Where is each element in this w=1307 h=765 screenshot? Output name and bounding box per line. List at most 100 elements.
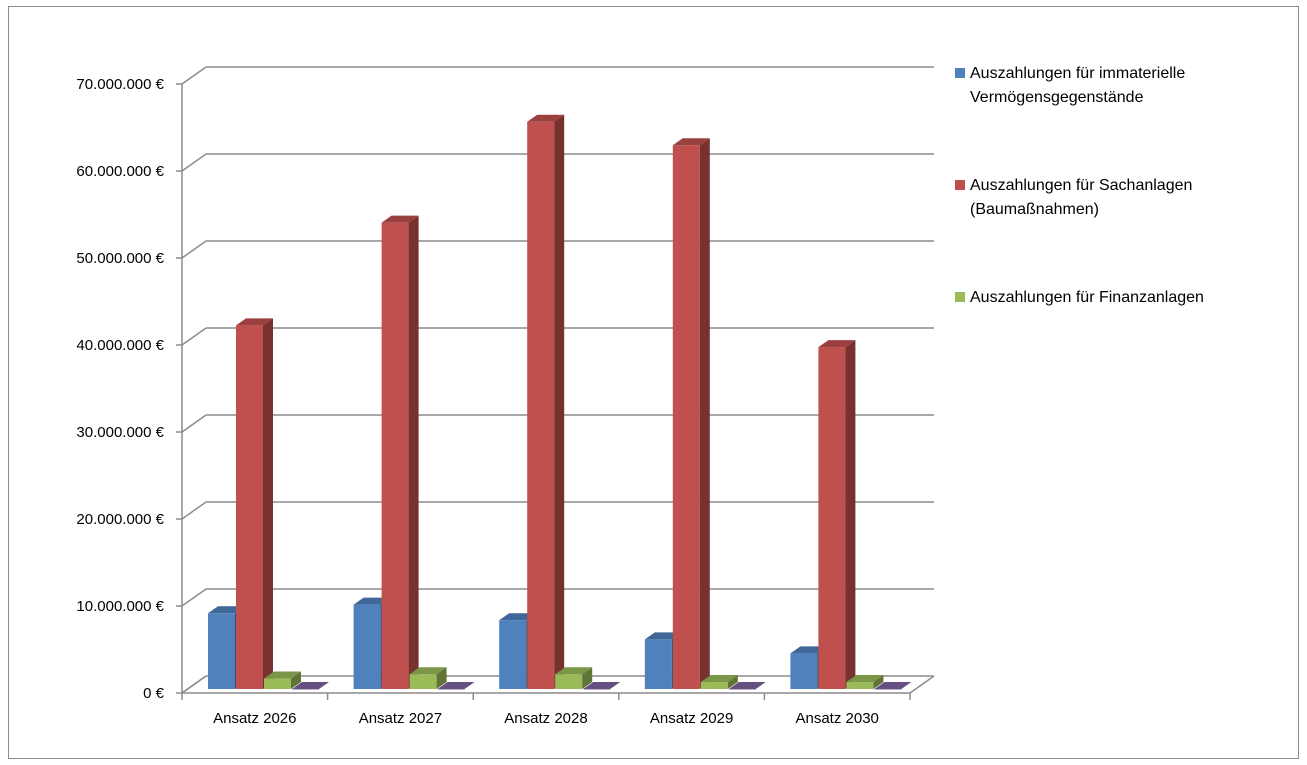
y-tick-label: 0 € bbox=[143, 685, 165, 702]
x-tick-label: Ansatz 2029 bbox=[650, 710, 733, 727]
bar-4-1 bbox=[818, 340, 856, 689]
bar-front bbox=[728, 689, 756, 690]
bar-side bbox=[291, 671, 301, 689]
bar-top bbox=[728, 682, 766, 689]
bar-side bbox=[408, 215, 419, 689]
bar-top bbox=[292, 682, 329, 689]
y-tick-label: 30.000.000 € bbox=[76, 424, 164, 441]
gridline-side bbox=[181, 501, 207, 520]
bar-0-3 bbox=[292, 682, 329, 690]
bar-3-1 bbox=[672, 138, 710, 689]
y-axis-ticks: 0 € 10.000.000 € 20.000.000 € 30.000.000 € 4… bbox=[76, 76, 164, 702]
bar-front bbox=[846, 682, 874, 689]
bar-side bbox=[699, 138, 710, 689]
bar-front bbox=[381, 222, 409, 689]
bar-3-3 bbox=[728, 682, 766, 690]
gridline-side bbox=[181, 240, 207, 259]
bar-front bbox=[208, 613, 235, 689]
bar-2-3 bbox=[583, 682, 621, 690]
bar-front bbox=[437, 689, 465, 690]
bar-3-2 bbox=[700, 675, 738, 689]
bar-2-1 bbox=[527, 114, 565, 689]
bar-4-2 bbox=[846, 675, 884, 689]
bar-front bbox=[236, 325, 263, 689]
bar-top bbox=[527, 114, 565, 122]
legend-label: Vermögensgegenstände bbox=[970, 89, 1144, 106]
bar-top bbox=[672, 138, 710, 146]
bar-0-2 bbox=[264, 671, 301, 689]
legend-swatch bbox=[955, 180, 965, 190]
gridline-side bbox=[181, 588, 207, 607]
x-axis-ticks: Ansatz 2026 Ansatz 2027 Ansatz 2028 Ansatz … bbox=[181, 693, 911, 727]
bar-top bbox=[264, 671, 301, 679]
bar-front bbox=[583, 689, 611, 690]
legend-swatch bbox=[955, 292, 965, 302]
bar-top bbox=[700, 675, 738, 683]
x-tick-label: Ansatz 2028 bbox=[504, 710, 587, 727]
legend-label: Auszahlungen für Finanzanlagen bbox=[970, 289, 1204, 306]
bar-front bbox=[409, 674, 437, 689]
bar-side bbox=[845, 340, 856, 689]
bar-front bbox=[874, 689, 902, 690]
bar-front bbox=[555, 674, 583, 689]
bar-front bbox=[818, 347, 846, 689]
bar-front bbox=[644, 639, 672, 689]
x-tick-label: Ansatz 2030 bbox=[795, 710, 878, 727]
bar-1-2 bbox=[409, 667, 447, 689]
gridline-side bbox=[181, 675, 207, 694]
y-tick-label: 50.000.000 € bbox=[76, 250, 164, 267]
y-tick-label: 20.000.000 € bbox=[76, 511, 164, 528]
bar-1-3 bbox=[437, 682, 475, 690]
bar-front bbox=[700, 682, 728, 689]
bar-side bbox=[436, 667, 447, 689]
bar-0-1 bbox=[236, 318, 273, 689]
legend-label: Auszahlungen für Sachanlagen bbox=[970, 177, 1192, 194]
bar-top bbox=[583, 682, 621, 689]
bar-side bbox=[582, 667, 593, 689]
gridline-side bbox=[181, 414, 207, 433]
gridline-side bbox=[181, 327, 207, 346]
bar-top bbox=[846, 675, 884, 683]
bar-front bbox=[264, 678, 291, 689]
bar-top bbox=[236, 318, 273, 326]
gridline-side bbox=[181, 153, 207, 172]
y-tick-label: 40.000.000 € bbox=[76, 337, 164, 354]
bars bbox=[208, 114, 912, 690]
bar-top bbox=[353, 597, 391, 605]
floor-right-edge bbox=[909, 675, 935, 694]
y-tick-label: 70.000.000 € bbox=[76, 76, 164, 93]
x-tick-label: Ansatz 2027 bbox=[359, 710, 442, 727]
y-tick-label: 10.000.000 € bbox=[76, 598, 164, 615]
bar-3-0 bbox=[644, 632, 682, 689]
bar-front bbox=[527, 121, 555, 689]
bar-side bbox=[873, 675, 884, 689]
bar-front bbox=[790, 653, 818, 689]
bar-1-1 bbox=[381, 215, 419, 689]
bar-top bbox=[644, 632, 682, 640]
bar-top bbox=[499, 613, 537, 621]
bar-top bbox=[874, 682, 912, 689]
bar-top bbox=[409, 667, 447, 675]
bar-side bbox=[727, 675, 738, 689]
bar-front bbox=[353, 604, 381, 689]
bar-top bbox=[208, 606, 245, 614]
gridlines bbox=[176, 66, 934, 694]
bar-top bbox=[381, 215, 419, 223]
bar-4-3 bbox=[874, 682, 912, 690]
bar-side bbox=[554, 114, 565, 689]
legend-label: Auszahlungen für immaterielle bbox=[970, 65, 1185, 82]
y-tick-label: 60.000.000 € bbox=[76, 163, 164, 180]
bar-top bbox=[437, 682, 475, 689]
x-tick-label: Ansatz 2026 bbox=[213, 710, 296, 727]
gridline-side bbox=[181, 66, 207, 85]
bar-side bbox=[263, 318, 273, 689]
bar-2-2 bbox=[555, 667, 593, 689]
legend-label: (Baumaßnahmen) bbox=[970, 201, 1099, 218]
bar-top bbox=[790, 646, 828, 654]
legend-swatch bbox=[955, 68, 965, 78]
bar-top bbox=[555, 667, 593, 675]
bar-front bbox=[499, 620, 527, 689]
legend: Auszahlungen für immaterielle Vermögensge… bbox=[955, 65, 1204, 306]
bar-top bbox=[818, 340, 856, 348]
